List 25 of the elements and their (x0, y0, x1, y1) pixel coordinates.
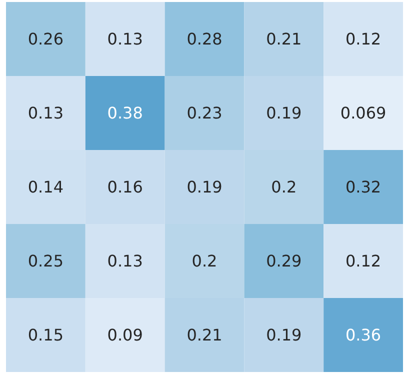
data-label: 0.36 (345, 326, 382, 344)
data-label: 0.32 (345, 178, 382, 196)
data-label: 0.16 (107, 178, 143, 196)
data-label: 0.14 (28, 178, 64, 196)
data-label: 0.15 (28, 326, 64, 344)
data-label: 0.19 (266, 326, 302, 344)
data-label: 0.25 (28, 252, 64, 270)
data-label: 0.12 (345, 252, 382, 270)
data-label: 0.2 (192, 252, 218, 270)
data-label: 0.13 (107, 30, 143, 48)
data-label: 0.28 (186, 30, 222, 48)
data-label: 0.19 (186, 178, 222, 196)
data-label: 0.21 (266, 30, 302, 48)
data-label: 0.2 (271, 178, 297, 196)
data-label: 0.21 (186, 326, 222, 344)
data-label: 0.13 (107, 252, 143, 270)
data-label: 0.26 (28, 30, 64, 48)
data-label: 0.069 (340, 104, 386, 122)
data-label: 0.13 (28, 104, 64, 122)
data-label: 0.38 (107, 104, 143, 122)
data-label: 0.09 (107, 326, 143, 344)
data-label: 0.23 (186, 104, 222, 122)
data-label: 0.12 (345, 30, 382, 48)
data-label: 0.29 (266, 252, 302, 270)
data-label: 0.19 (266, 104, 302, 122)
